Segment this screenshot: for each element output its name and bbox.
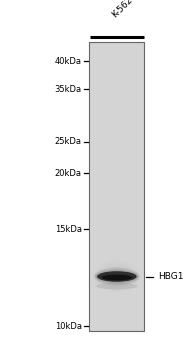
Ellipse shape	[99, 276, 135, 277]
Text: 40kDa: 40kDa	[55, 57, 82, 66]
Ellipse shape	[96, 271, 137, 282]
Ellipse shape	[98, 274, 136, 279]
Ellipse shape	[94, 268, 139, 285]
Text: HBG1: HBG1	[158, 272, 183, 281]
Text: 10kDa: 10kDa	[55, 322, 82, 331]
Ellipse shape	[95, 270, 139, 284]
Ellipse shape	[97, 272, 137, 281]
Bar	[89, 42, 144, 331]
Ellipse shape	[112, 273, 122, 280]
Ellipse shape	[102, 275, 132, 280]
Ellipse shape	[114, 274, 120, 279]
Text: K-562: K-562	[111, 0, 135, 19]
Text: 15kDa: 15kDa	[55, 225, 82, 234]
Ellipse shape	[96, 271, 138, 282]
Ellipse shape	[111, 272, 123, 281]
Text: 20kDa: 20kDa	[55, 169, 82, 178]
Text: 35kDa: 35kDa	[55, 85, 82, 94]
Ellipse shape	[97, 273, 137, 280]
Ellipse shape	[97, 273, 136, 280]
Ellipse shape	[96, 270, 138, 283]
Ellipse shape	[109, 271, 125, 282]
Ellipse shape	[115, 275, 118, 278]
Ellipse shape	[99, 275, 135, 278]
Ellipse shape	[97, 271, 137, 282]
Ellipse shape	[95, 269, 139, 284]
Ellipse shape	[94, 267, 140, 286]
Ellipse shape	[108, 270, 126, 283]
Ellipse shape	[96, 283, 138, 289]
Bar	[89, 42, 144, 331]
Ellipse shape	[93, 267, 140, 286]
Ellipse shape	[98, 274, 135, 279]
Text: 25kDa: 25kDa	[55, 137, 82, 146]
